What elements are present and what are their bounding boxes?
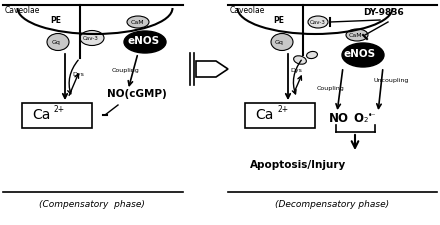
Text: Ca: Ca bbox=[255, 108, 273, 122]
Ellipse shape bbox=[80, 31, 104, 45]
Text: PE: PE bbox=[50, 16, 61, 25]
Text: •⁻: •⁻ bbox=[368, 111, 377, 120]
Ellipse shape bbox=[124, 31, 166, 53]
Text: NO(cGMP): NO(cGMP) bbox=[107, 89, 167, 99]
Text: Caveolae: Caveolae bbox=[5, 6, 40, 15]
Text: Coupling: Coupling bbox=[112, 68, 140, 73]
Text: PE: PE bbox=[273, 16, 284, 25]
Text: Ca: Ca bbox=[32, 108, 50, 122]
Text: 2+: 2+ bbox=[277, 105, 288, 114]
Ellipse shape bbox=[307, 52, 317, 58]
Ellipse shape bbox=[127, 16, 149, 28]
Bar bbox=[22, 103, 92, 128]
Ellipse shape bbox=[308, 16, 328, 28]
Ellipse shape bbox=[271, 34, 293, 50]
Text: Coupling: Coupling bbox=[317, 86, 345, 91]
Text: NO: NO bbox=[329, 112, 349, 125]
Text: Apoptosis/Injury: Apoptosis/Injury bbox=[250, 160, 346, 170]
FancyArrow shape bbox=[196, 61, 228, 77]
Text: Dys: Dys bbox=[290, 68, 302, 73]
Text: Gq: Gq bbox=[275, 40, 284, 45]
Text: (Decompensatory phase): (Decompensatory phase) bbox=[275, 200, 389, 209]
Ellipse shape bbox=[47, 34, 69, 50]
Text: O: O bbox=[353, 112, 363, 125]
Text: DY-9836: DY-9836 bbox=[363, 8, 404, 17]
Text: Cav-3: Cav-3 bbox=[310, 20, 326, 25]
Ellipse shape bbox=[346, 29, 368, 41]
Text: (Compensatory  phase): (Compensatory phase) bbox=[39, 200, 145, 209]
Text: Gq: Gq bbox=[52, 40, 61, 45]
Text: Caveolae: Caveolae bbox=[230, 6, 265, 15]
Text: 2+: 2+ bbox=[53, 105, 64, 114]
Text: Uncoupling: Uncoupling bbox=[373, 78, 408, 83]
Text: CaM: CaM bbox=[349, 33, 363, 38]
Text: eNOS: eNOS bbox=[344, 49, 376, 59]
Text: 2: 2 bbox=[364, 117, 368, 123]
Ellipse shape bbox=[293, 56, 306, 64]
Text: CaM: CaM bbox=[131, 20, 145, 25]
Ellipse shape bbox=[342, 43, 384, 67]
Bar bbox=[245, 103, 315, 128]
Text: Dys: Dys bbox=[72, 72, 84, 77]
Text: Cav-3: Cav-3 bbox=[83, 36, 99, 41]
Text: eNOS: eNOS bbox=[127, 36, 159, 46]
